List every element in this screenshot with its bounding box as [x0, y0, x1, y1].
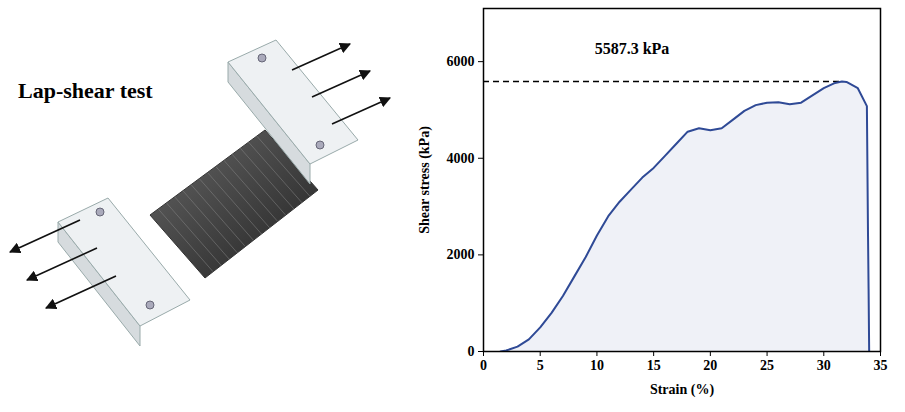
svg-text:35: 35	[874, 358, 888, 373]
svg-text:0: 0	[480, 358, 487, 373]
svg-text:6000: 6000	[447, 54, 475, 69]
svg-text:5: 5	[537, 358, 544, 373]
svg-text:2000: 2000	[447, 247, 475, 262]
svg-text:4000: 4000	[447, 151, 475, 166]
svg-text:15: 15	[647, 358, 661, 373]
svg-text:30: 30	[817, 358, 831, 373]
svg-text:Strain (%): Strain (%)	[650, 382, 715, 398]
svg-text:Lap-shear test: Lap-shear test	[18, 78, 153, 103]
svg-text:25: 25	[760, 358, 774, 373]
svg-text:0: 0	[468, 344, 475, 359]
svg-text:10: 10	[590, 358, 604, 373]
svg-text:Shear stress (kPa): Shear stress (kPa)	[417, 126, 433, 234]
svg-text:20: 20	[703, 358, 717, 373]
svg-text:5587.3 kPa: 5587.3 kPa	[595, 40, 670, 57]
